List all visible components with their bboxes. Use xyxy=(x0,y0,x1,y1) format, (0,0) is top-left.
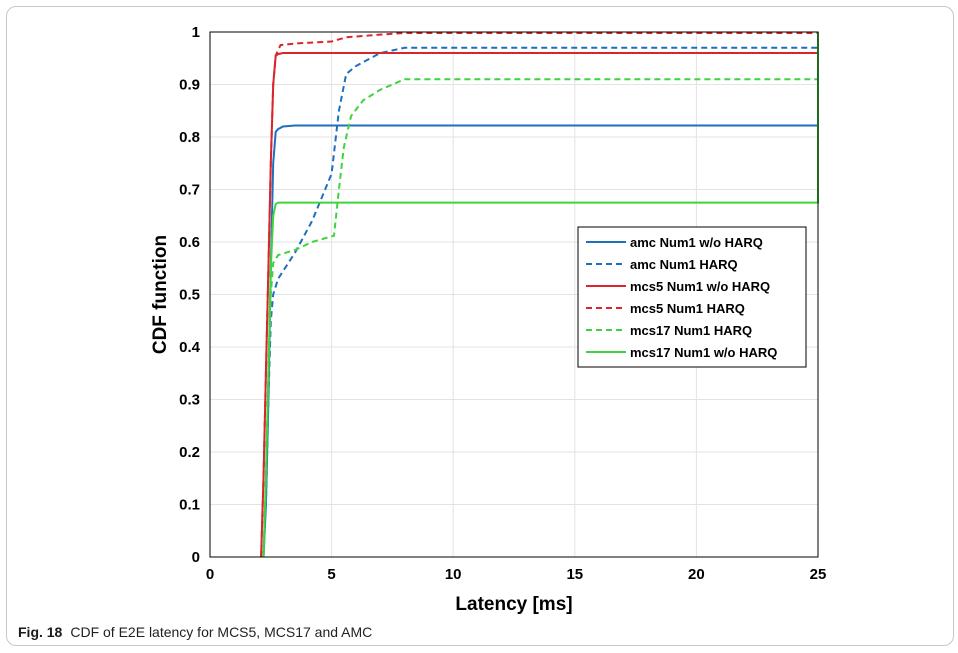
x-tick-label: 20 xyxy=(688,566,705,583)
y-tick-label: 0.3 xyxy=(179,392,200,409)
figure-frame xyxy=(6,6,954,646)
y-tick-label: 0.1 xyxy=(179,497,200,514)
legend-label: mcs17 Num1 w/o HARQ xyxy=(630,345,777,360)
series-line xyxy=(262,32,819,558)
axis-ticks: 0 5 10 15 20 25 0 0.1 0.2 0.3 0.4 0.5 0.6 0.7 0.8 0.9 1 xyxy=(179,24,826,583)
x-axis-label: Latency [ms] xyxy=(455,594,572,615)
y-tick-label: 0.8 xyxy=(179,129,200,146)
figure-caption: Fig. 18 CDF of E2E latency for MCS5, MCS1… xyxy=(18,624,372,640)
series-line xyxy=(260,32,818,558)
legend-label: mcs5 Num1 HARQ xyxy=(630,301,745,316)
x-tick-label: 5 xyxy=(327,566,335,583)
plot-area-border xyxy=(209,31,819,558)
x-tick-label: 25 xyxy=(810,566,827,583)
y-axis-label: CDF function xyxy=(150,235,171,354)
x-tick-label: 15 xyxy=(566,566,583,583)
series-lines xyxy=(260,32,819,558)
legend-label: mcs5 Num1 w/o HARQ xyxy=(630,279,770,294)
caption-text: CDF of E2E latency for MCS5, MCS17 and A… xyxy=(70,624,373,640)
y-tick-label: 0.4 xyxy=(179,339,201,356)
y-tick-label: 0.9 xyxy=(179,77,200,94)
y-tick-label: 0.2 xyxy=(179,444,200,461)
y-tick-label: 0 xyxy=(192,549,200,566)
y-tick-label: 0.7 xyxy=(179,182,200,199)
y-tick-label: 0.5 xyxy=(179,287,200,304)
chart-legend: amc Num1 w/o HARQ amc Num1 HARQ mcs5 Num1 … xyxy=(577,226,807,368)
y-tick-label: 0.6 xyxy=(179,234,200,251)
legend-box xyxy=(577,226,807,368)
legend-label: amc Num1 w/o HARQ xyxy=(630,235,763,250)
legend-label: mcs17 Num1 HARQ xyxy=(630,323,752,338)
figure-number: Fig. 18 xyxy=(18,624,63,640)
x-tick-label: 0 xyxy=(206,566,214,583)
legend-label: amc Num1 HARQ xyxy=(630,257,738,272)
y-tick-label: 1 xyxy=(192,24,200,41)
x-tick-label: 10 xyxy=(445,566,462,583)
